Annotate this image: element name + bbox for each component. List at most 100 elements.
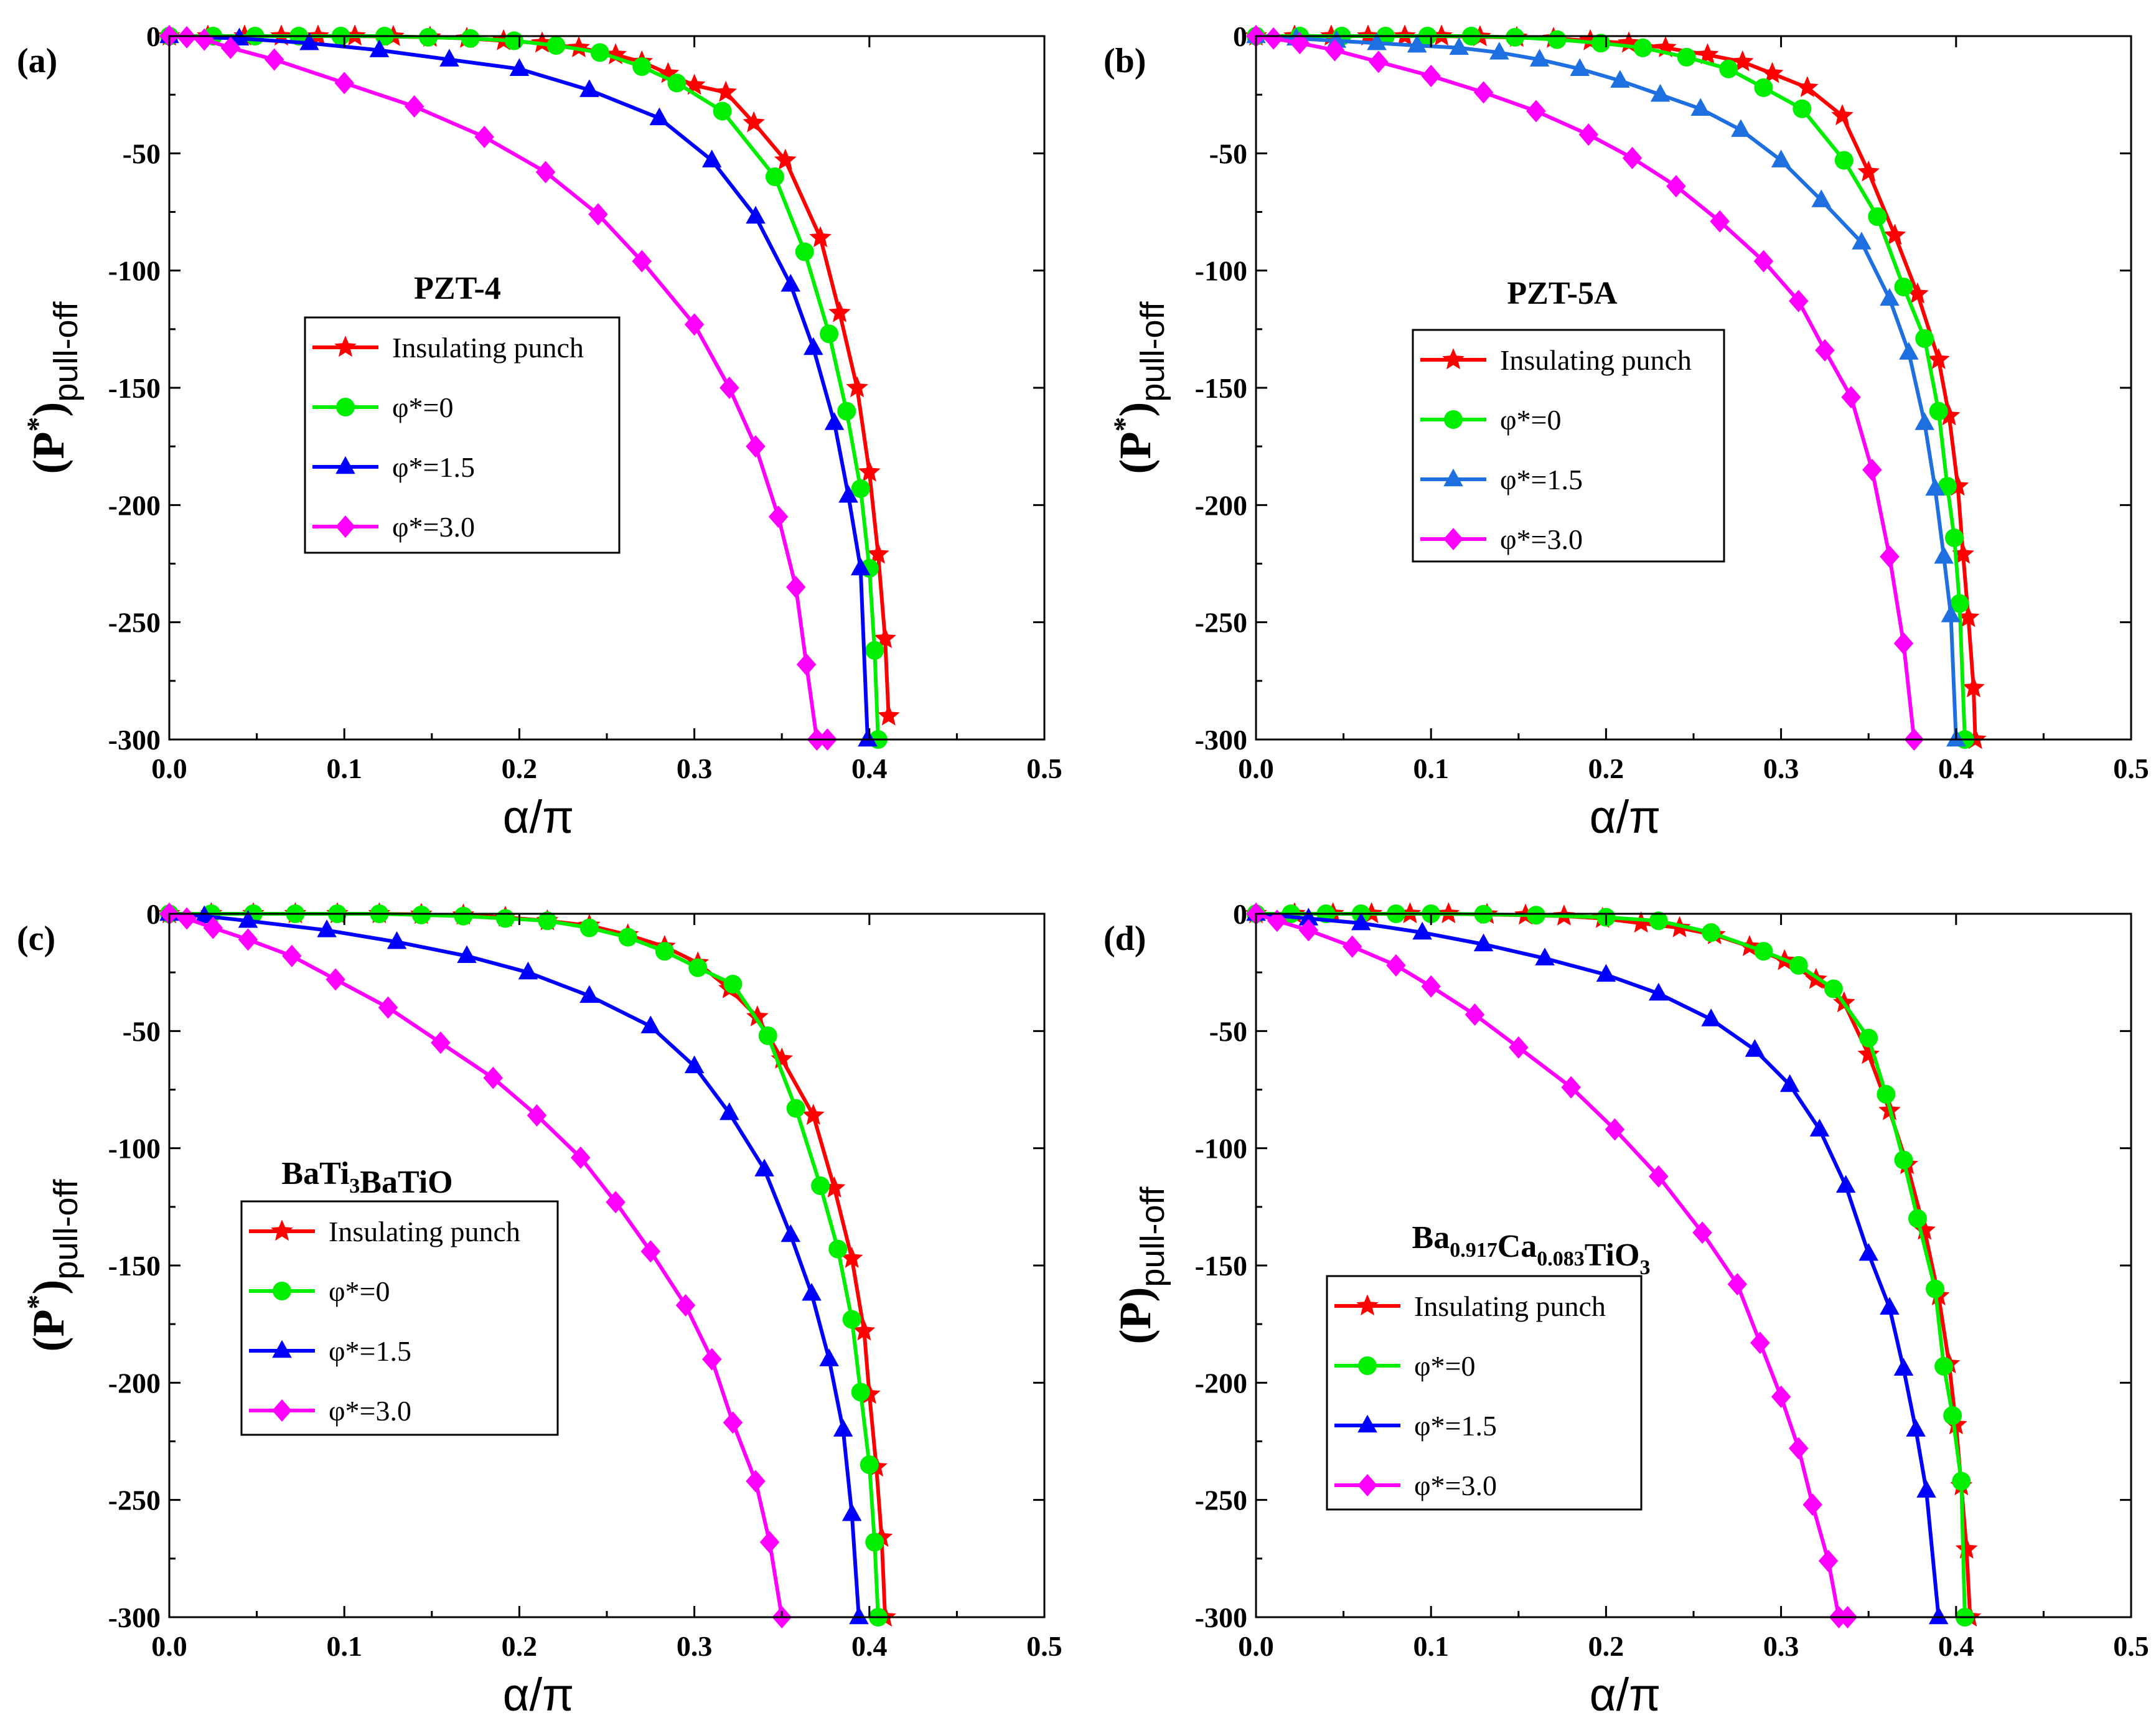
y-tick-label: -50 — [123, 1015, 161, 1047]
legend: Insulating punch φ*=0 φ*=1.5 φ*=3.0 — [1326, 1275, 1643, 1511]
data-point-triangle — [1934, 545, 1954, 564]
data-point-circle — [1649, 911, 1668, 931]
data-point-star — [867, 542, 889, 564]
data-point-star — [1696, 43, 1719, 65]
data-point-diamond — [606, 1191, 626, 1214]
panel-label: (a) — [17, 42, 57, 80]
data-point-triangle — [754, 1158, 774, 1176]
data-point-star — [743, 111, 765, 133]
data-point-diamond — [1666, 175, 1686, 198]
data-point-triangle — [1412, 921, 1432, 940]
data-point-diamond — [1369, 50, 1389, 73]
data-point-circle — [1929, 401, 1948, 421]
data-point-triangle — [819, 1348, 839, 1366]
data-point-circle — [1547, 30, 1567, 49]
data-point-circle — [1859, 1028, 1878, 1048]
data-point-diamond — [177, 26, 197, 49]
x-tick-label: 0.1 — [326, 753, 362, 784]
data-point-circle — [495, 909, 515, 928]
data-point-diamond — [527, 1104, 547, 1127]
data-point-triangle — [317, 919, 337, 937]
x-tick-label: 0.0 — [1238, 753, 1274, 784]
data-point-diamond — [203, 916, 223, 939]
y-tick-label: -250 — [108, 1485, 161, 1516]
data-point-diamond — [1324, 39, 1345, 62]
data-point-diamond — [1290, 32, 1310, 55]
x-tick-label: 0.0 — [151, 753, 187, 784]
data-point-triangle — [719, 1102, 739, 1120]
data-point-diamond — [1342, 935, 1362, 958]
data-point-circle — [765, 167, 784, 186]
data-point-triangle — [780, 1224, 801, 1242]
legend-marker-circle — [273, 1282, 291, 1300]
data-point-triangle — [1916, 1480, 1936, 1498]
data-point-star — [1962, 676, 1985, 698]
data-point-circle — [713, 101, 732, 121]
material-label: PZT-5A — [1507, 276, 1618, 311]
data-point-triangle — [1941, 604, 1961, 622]
data-point-star — [846, 376, 868, 398]
x-tick-label: 0.2 — [502, 1630, 538, 1662]
plot-frame — [1255, 913, 2132, 1618]
legend-entry-label: φ*=3.0 — [1414, 1470, 1497, 1501]
data-point-diamond — [759, 1531, 780, 1554]
data-point-circle — [851, 1383, 870, 1402]
x-tick-label: 0.3 — [1763, 1630, 1799, 1662]
data-point-circle — [454, 906, 473, 926]
data-point-diamond — [1605, 1118, 1625, 1141]
legend: Insulating punch φ*=0 φ*=1.5 φ*=3.0 — [240, 1200, 559, 1436]
series-diamond — [1246, 903, 1858, 1628]
data-point-diamond — [796, 653, 817, 676]
data-point-circle — [1877, 1085, 1896, 1104]
data-point-diamond — [701, 1348, 722, 1371]
data-point-triangle — [1899, 342, 1919, 360]
data-point-triangle — [1893, 1358, 1914, 1376]
data-point-circle — [1677, 47, 1696, 67]
x-tick-label: 0.5 — [1026, 1630, 1062, 1662]
data-point-triangle — [1535, 947, 1555, 965]
legend-entry-label: Insulating punch — [329, 1216, 520, 1247]
data-point-star — [1883, 223, 1906, 245]
data-point-triangle — [1731, 119, 1751, 137]
data-point-triangle — [833, 1419, 853, 1437]
data-point-star — [1938, 404, 1961, 426]
legend-entry-label: φ*=1.5 — [329, 1335, 411, 1367]
data-point-triangle — [802, 1282, 822, 1301]
data-point-star — [1906, 282, 1929, 304]
legend-entry-label: Insulating punch — [392, 332, 584, 364]
series-diamond — [1246, 25, 1924, 751]
series-line — [169, 912, 861, 1618]
data-point-circle — [1868, 207, 1887, 227]
legend-entry-label: φ*=0 — [392, 392, 454, 423]
data-point-diamond — [535, 161, 556, 184]
y-axis-title: (P)pull-off — [1110, 1186, 1171, 1344]
y-tick-label: -50 — [123, 138, 161, 169]
data-point-diamond — [334, 72, 354, 95]
y-axis-title: (P*)pull-off — [21, 1178, 85, 1351]
data-point-triangle — [649, 107, 670, 126]
data-point-diamond — [632, 250, 652, 273]
y-tick-label: 0 — [146, 21, 161, 52]
data-point-star — [715, 80, 737, 102]
y-tick-label: -200 — [108, 489, 161, 521]
data-point-circle — [1702, 923, 1721, 942]
legend-marker-circle — [336, 398, 355, 416]
data-point-triangle — [850, 557, 871, 576]
data-point-triangle — [579, 79, 599, 97]
y-tick-label: -300 — [1195, 724, 1247, 756]
material-label: BaTi3BaTiO — [281, 1156, 452, 1200]
data-point-diamond — [194, 28, 214, 51]
legend-marker-circle — [1358, 1356, 1377, 1375]
y-axis-title-text: (P*)pull-off — [1108, 301, 1171, 474]
data-point-star — [1957, 606, 1980, 627]
data-point-triangle — [838, 485, 858, 503]
data-point-diamond — [1649, 1165, 1669, 1188]
data-point-diamond — [640, 1240, 661, 1263]
data-point-star — [840, 1247, 863, 1268]
data-point-diamond — [474, 125, 494, 148]
data-point-star — [828, 301, 851, 322]
legend: Insulating punch φ*=0 φ*=1.5 φ*=3.0 — [304, 316, 621, 554]
data-point-triangle — [1690, 98, 1710, 116]
y-tick-label: 0 — [146, 898, 161, 930]
